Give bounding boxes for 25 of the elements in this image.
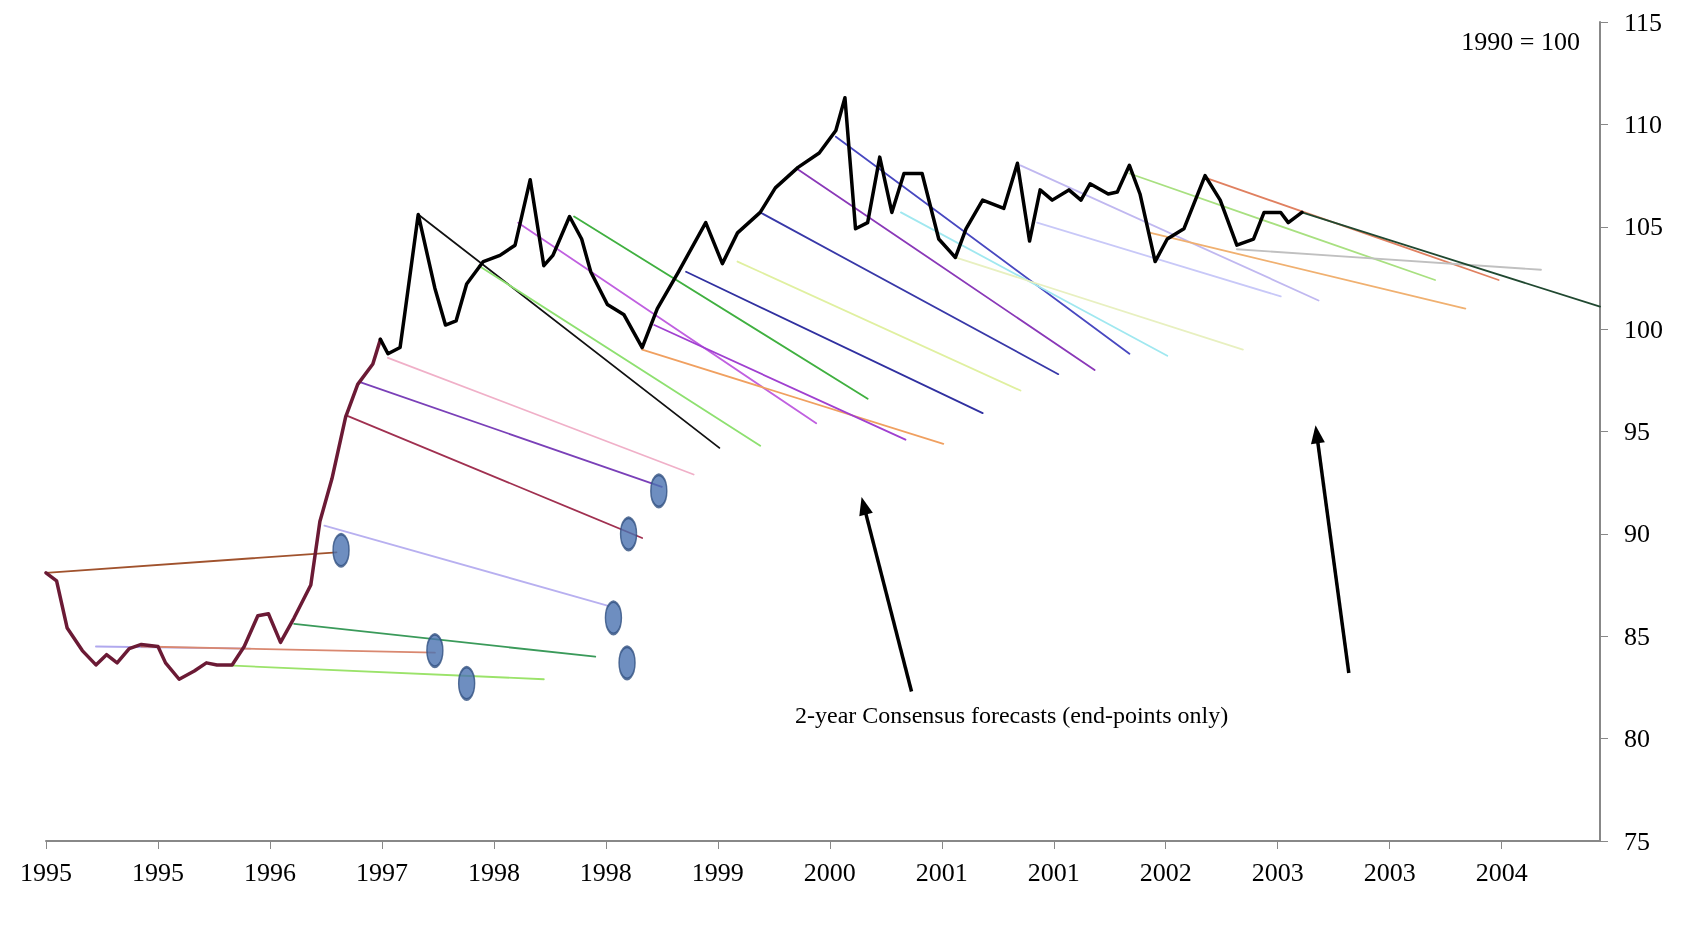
y-axis-title: 1990 = 100 [1461,26,1580,56]
x-tick-label: 2001 [915,857,968,887]
x-tick-label: 1998 [579,857,632,887]
x-tick-label: 1995 [20,857,72,887]
y-tick-label: 75 [1624,826,1650,856]
y-tick-label: 90 [1624,519,1650,549]
x-tick-label: 1995 [131,857,184,887]
x-tick-label: 1999 [691,857,744,887]
y-tick-label: 95 [1624,417,1650,446]
x-tick-label: 1997 [355,857,408,887]
x-tick-label: 1996 [243,857,296,887]
x-tick-label: 2002 [1139,857,1192,887]
x-tick-label: 2000 [803,857,856,887]
y-tick-label: 100 [1624,314,1663,344]
y-tick-label: 85 [1624,621,1650,651]
y-tick-label: 80 [1624,724,1650,754]
y-tick-label: 105 [1624,212,1663,242]
y-tick-label: 115 [1624,7,1663,37]
y-tick-label: 110 [1624,109,1663,139]
x-tick-label: 2001 [1027,857,1080,887]
x-tick-label: 2003 [1251,857,1304,887]
x-tick-label: 1998 [467,857,520,887]
annotation: 2-year Consensus forecasts (end-points only) [795,702,1229,728]
x-tick-label: 2004 [1475,857,1528,887]
x-tick-label: 2003 [1363,857,1416,887]
